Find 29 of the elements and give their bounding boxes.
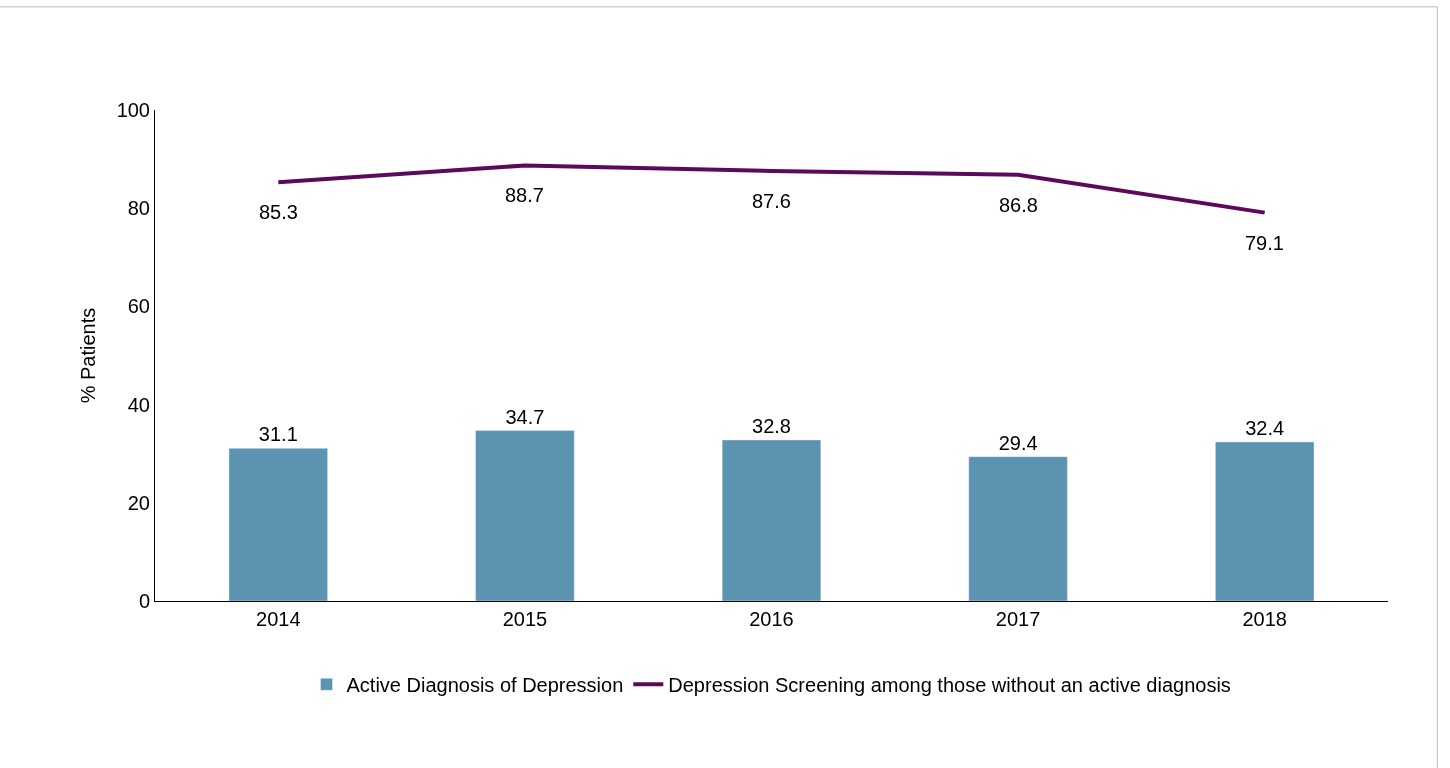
bar [475, 430, 575, 601]
legend-label: Depression Screening among those without an active diagnosis [668, 674, 1231, 697]
data-label: 88.7 [505, 184, 544, 206]
data-label: 79.1 [1245, 232, 1284, 254]
x-tick-label: 2016 [749, 608, 794, 630]
bar [228, 448, 328, 601]
bar [968, 456, 1068, 601]
data-label: 29.4 [998, 431, 1038, 454]
data-label: 87.6 [752, 190, 791, 212]
x-tick-label: 2015 [502, 608, 548, 630]
data-label: 32.8 [752, 414, 791, 437]
x-tick-label: 2018 [1242, 608, 1287, 630]
data-label: 31.1 [258, 423, 298, 446]
bar [721, 439, 822, 601]
data-label: 85.3 [259, 201, 298, 223]
y-tick-label: 20 [127, 491, 150, 514]
y-tick-label: 40 [127, 393, 150, 416]
data-label: 86.8 [999, 194, 1038, 216]
bar [1215, 441, 1315, 601]
x-tick-label: 2014 [256, 608, 301, 630]
data-label: 32.4 [1245, 416, 1285, 439]
y-tick-label: 80 [127, 197, 150, 220]
y-tick-label: 60 [127, 295, 150, 318]
legend-label: Active Diagnosis of Depression [346, 674, 624, 697]
y-tick-label: 100 [116, 99, 150, 121]
y-axis-title: % Patients [77, 307, 100, 404]
y-tick-label: 0 [138, 590, 150, 612]
x-tick-label: 2017 [995, 608, 1041, 630]
data-label: 34.7 [505, 405, 545, 428]
